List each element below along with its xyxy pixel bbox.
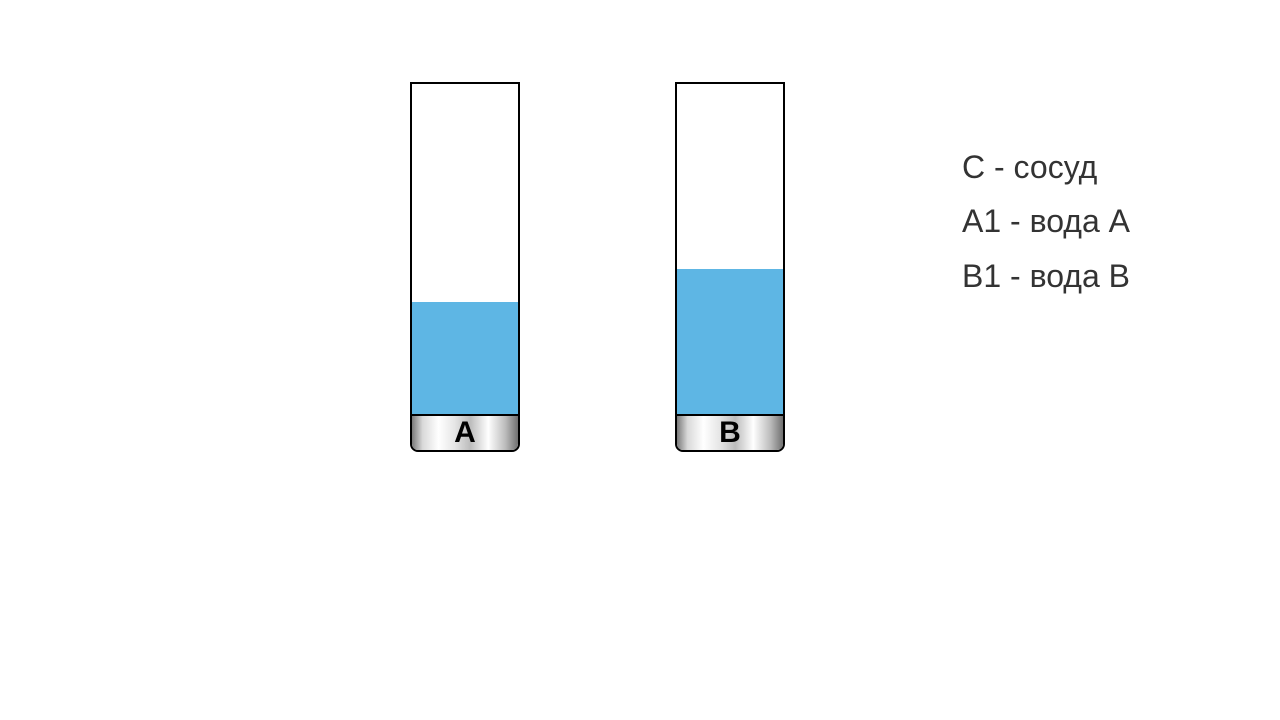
legend-sep: - <box>994 149 1014 185</box>
legend-key: А1 <box>962 203 1001 239</box>
legend-key: C <box>962 149 985 185</box>
legend-sep: - <box>1010 203 1030 239</box>
vessel-base-a: A <box>412 414 518 450</box>
vessel-base-b: B <box>677 414 783 450</box>
vessel-b: B <box>675 82 785 452</box>
vessel-label-b: B <box>719 416 741 450</box>
legend-row-a1: А1 - вода А <box>962 194 1130 248</box>
legend-text: сосуд <box>1014 149 1098 185</box>
vessel-a: A <box>410 82 520 452</box>
legend-key: В1 <box>962 258 1001 294</box>
legend-sep: - <box>1010 258 1030 294</box>
legend-text: вода А <box>1030 203 1130 239</box>
legend-text: вода В <box>1030 258 1130 294</box>
water-a <box>412 302 518 416</box>
legend-row-b1: В1 - вода В <box>962 249 1130 303</box>
legend-row-c: C - сосуд <box>962 140 1130 194</box>
legend: C - сосуд А1 - вода А В1 - вода В <box>962 140 1130 303</box>
vessel-label-a: A <box>454 416 476 450</box>
water-b <box>677 269 783 416</box>
